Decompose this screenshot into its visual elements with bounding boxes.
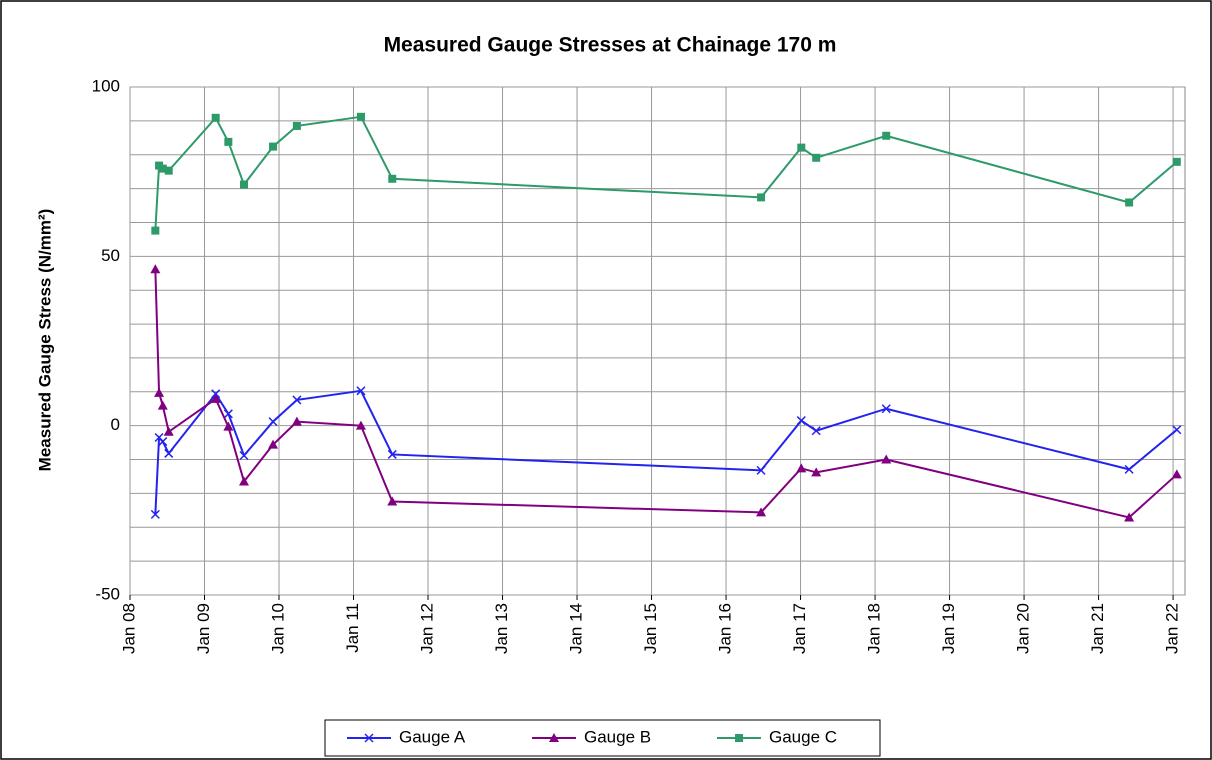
marker (796, 463, 807, 473)
x-tick-label: Jan 14 (567, 603, 586, 654)
marker (756, 507, 767, 517)
marker (812, 153, 821, 162)
marker (238, 476, 249, 486)
marker (797, 143, 806, 152)
marker (158, 437, 168, 447)
marker (881, 454, 892, 464)
marker (239, 450, 249, 460)
x-tick-label: Jan 19 (939, 603, 958, 654)
y-tick-label: -50 (95, 584, 120, 603)
marker (356, 112, 365, 121)
marker (158, 164, 167, 173)
marker (164, 166, 173, 175)
legend-label: Gauge C (769, 727, 837, 746)
x-tick-label: Jan 21 (1088, 603, 1107, 654)
marker (210, 393, 221, 403)
marker (882, 131, 891, 140)
marker (292, 395, 302, 405)
marker (223, 421, 234, 431)
marker (1125, 198, 1134, 207)
x-tick-label: Jan 22 (1163, 603, 1182, 654)
marker (291, 416, 302, 426)
x-tick-label: Jan 15 (641, 603, 660, 654)
marker (387, 496, 398, 506)
y-axis-label: Measured Gauge Stress (N/mm²) (35, 209, 54, 472)
legend-label: Gauge A (399, 727, 466, 746)
marker (881, 404, 891, 414)
x-tick-label: Jan 10 (268, 603, 287, 654)
marker (150, 264, 161, 274)
marker (1172, 425, 1182, 435)
marker (387, 449, 397, 459)
marker (163, 426, 174, 436)
marker (211, 389, 221, 399)
marker (811, 467, 822, 477)
marker (269, 142, 278, 151)
marker (388, 174, 397, 183)
marker (356, 386, 366, 396)
y-tick-label: 100 (92, 76, 120, 95)
marker (796, 416, 806, 426)
y-tick-label: 0 (111, 415, 120, 434)
legend-marker (735, 734, 743, 742)
marker (735, 734, 743, 742)
marker (364, 733, 374, 743)
legend-marker (364, 733, 374, 743)
legend-box (324, 719, 881, 757)
marker (757, 193, 766, 202)
legend-label: Gauge B (584, 727, 651, 746)
x-tick-label: Jan 11 (343, 603, 362, 653)
marker (150, 509, 160, 519)
marker (1124, 464, 1134, 474)
marker (211, 113, 220, 122)
x-tick-label: Jan 09 (194, 603, 213, 654)
plot-area (129, 86, 1186, 596)
marker (549, 733, 559, 742)
marker (1172, 157, 1181, 166)
marker (268, 439, 279, 449)
marker (154, 387, 165, 397)
y-tick-label: 50 (101, 246, 120, 265)
marker (239, 180, 248, 189)
x-tick-label: Jan 20 (1014, 603, 1033, 654)
marker (151, 226, 160, 235)
x-tick-label: Jan 13 (492, 603, 511, 654)
x-tick-label: Jan 08 (119, 603, 138, 654)
marker (355, 420, 366, 430)
marker (223, 409, 233, 419)
marker (268, 417, 278, 427)
marker (1171, 469, 1182, 479)
chart-title: Measured Gauge Stresses at Chainage 170 … (384, 34, 837, 57)
marker (157, 400, 168, 410)
marker (811, 426, 821, 436)
x-tick-label: Jan 16 (716, 603, 735, 654)
marker (164, 448, 174, 458)
marker (292, 121, 301, 130)
x-tick-label: Jan 12 (418, 603, 437, 654)
legend-marker (549, 733, 559, 742)
marker (224, 137, 233, 146)
marker (756, 465, 766, 475)
x-tick-label: Jan 17 (790, 603, 809, 654)
x-tick-label: Jan 18 (865, 603, 884, 654)
marker (1124, 512, 1135, 522)
